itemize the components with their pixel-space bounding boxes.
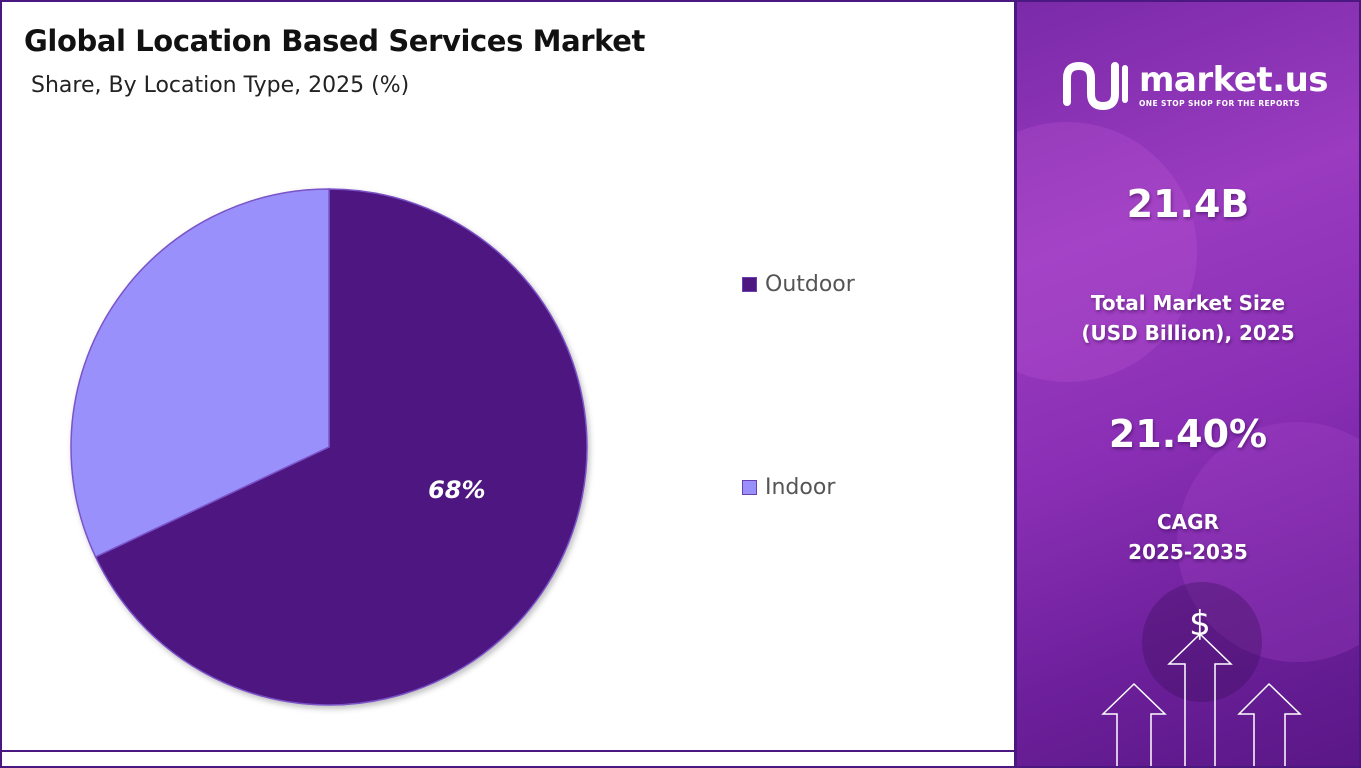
cagr-label-line2: 2025-2035 <box>1128 540 1248 564</box>
panel-divider <box>1014 0 1017 768</box>
svg-text:$: $ <box>1189 604 1211 644</box>
background-glow <box>1177 422 1359 662</box>
pie-slice-outdoor <box>94 188 588 706</box>
pie-chart: 68% <box>70 188 588 706</box>
legend-item-outdoor: Outdoor <box>742 272 855 297</box>
bottom-rule <box>0 750 1017 752</box>
legend-label-outdoor: Outdoor <box>765 272 855 297</box>
market-size-label-line2: (USD Billion), 2025 <box>1081 321 1295 345</box>
legend-item-indoor: Indoor <box>742 475 835 500</box>
legend-swatch-indoor <box>742 480 757 495</box>
cagr-value: 21.40% <box>1108 412 1268 456</box>
pie-slice-indoor <box>70 188 330 558</box>
brand-name: market.us <box>1139 59 1329 100</box>
chart-title: Global Location Based Services Market <box>24 24 646 58</box>
growth-arrows-icon: $ <box>1101 582 1302 766</box>
cagr-label-line1: CAGR <box>1157 510 1219 534</box>
data-label-outdoor: 68% <box>428 476 485 504</box>
market-size-label-line1: Total Market Size <box>1090 291 1286 315</box>
market-us-logo-icon <box>1063 61 1128 111</box>
legend-swatch-outdoor <box>742 277 757 292</box>
legend-label-indoor: Indoor <box>765 475 836 500</box>
stats-panel: market.us ONE STOP SHOP FOR THE REPORTS … <box>1017 2 1359 766</box>
brand-tagline: ONE STOP SHOP FOR THE REPORTS <box>1139 98 1300 108</box>
market-size-value: 21.4B <box>1126 182 1250 226</box>
chart-subtitle: Share, By Location Type, 2025 (%) <box>31 73 410 98</box>
brand: market.us ONE STOP SHOP FOR THE REPORTS <box>1061 56 1329 114</box>
chart-panel: Global Location Based Services Market Sh… <box>2 2 1014 750</box>
